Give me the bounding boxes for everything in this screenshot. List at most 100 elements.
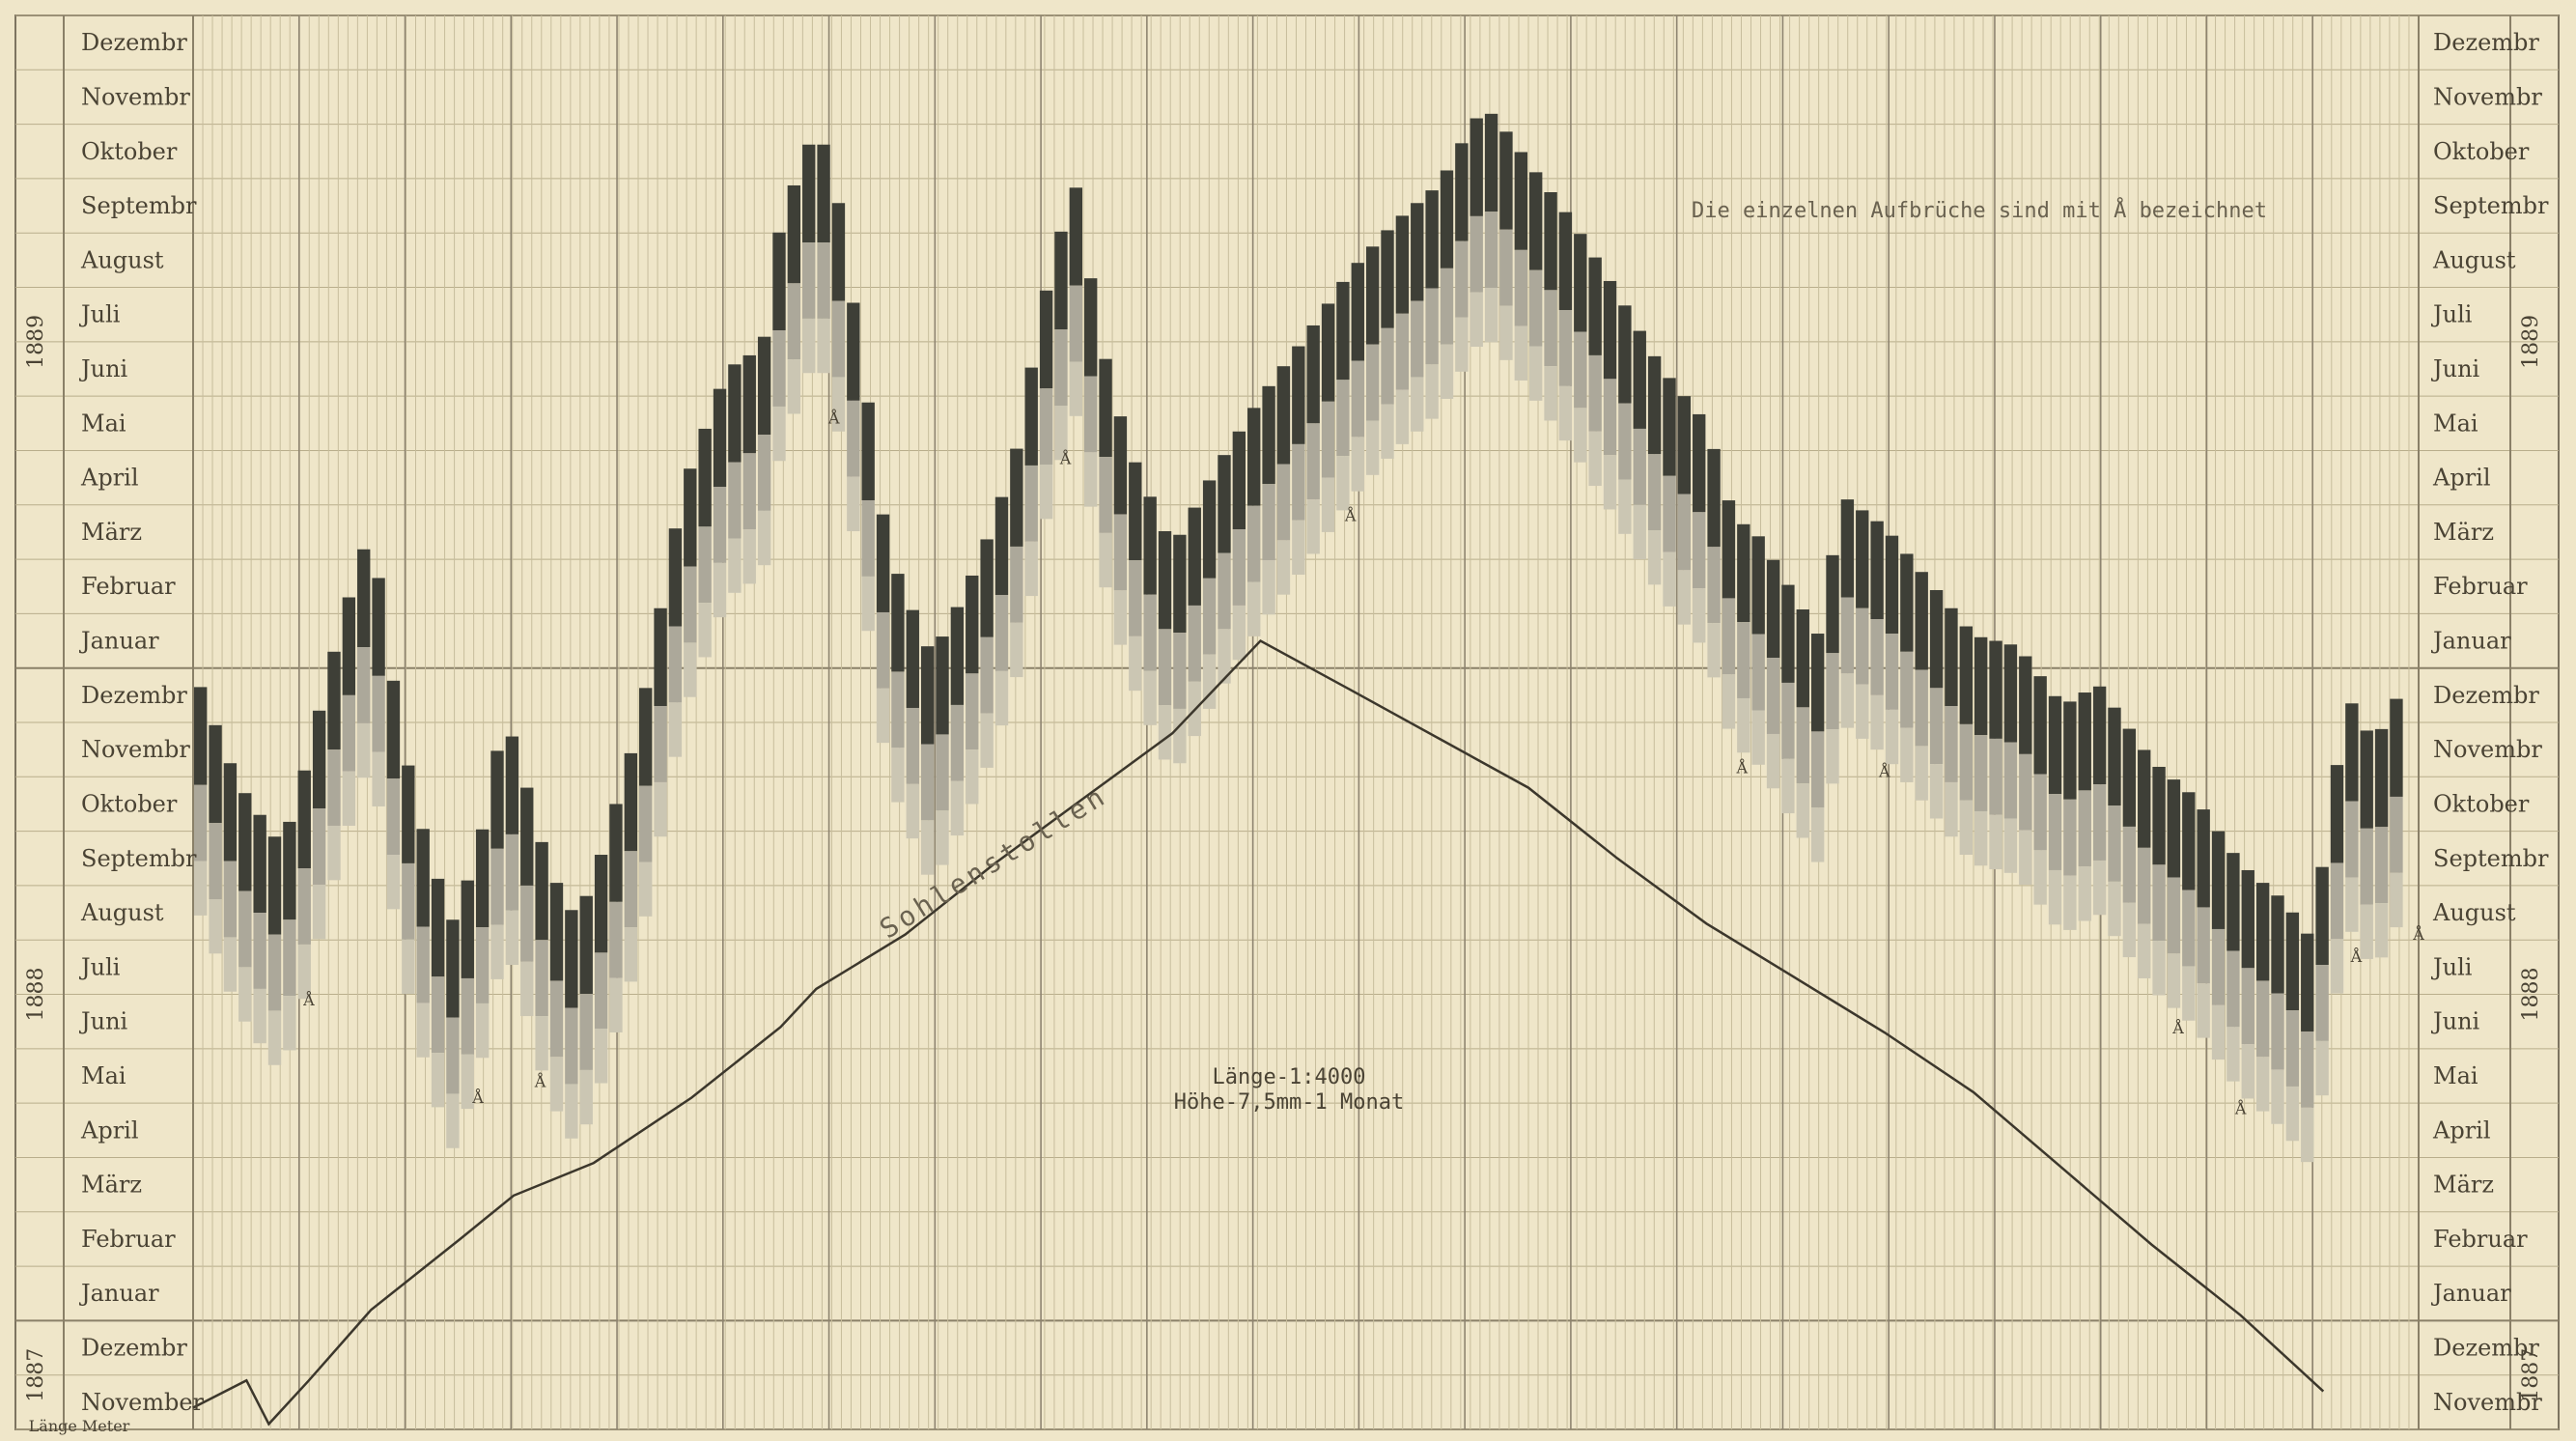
bar-dark-segment [535,841,548,941]
bar-dark-segment [2182,792,2196,890]
bar-mid-segment [1707,547,1721,624]
bar-mid-segment [1514,249,1527,326]
bar-mid-segment [698,526,712,604]
bar-dark-segment [2241,869,2254,969]
bar-light-segment [609,977,623,1032]
bar-mid-segment [2226,950,2240,1028]
bar-dark-segment [1856,510,1869,608]
bar-light-segment [757,510,771,566]
bar-light-segment [505,910,519,966]
bar-dark-segment [2122,728,2137,827]
month-label-right: Oktober [2433,138,2530,165]
bar-mid-segment [654,706,667,782]
bar-light-segment [624,927,637,982]
bar-light-segment [223,937,238,992]
bar-dark-segment [1218,455,1231,553]
bar-mid-segment [1529,269,1543,347]
bar-light-segment [1929,764,1944,819]
bar-dark-segment [1395,215,1410,314]
bar-mid-segment [2211,928,2226,1005]
month-label-left: Januar [78,1280,159,1307]
bar-mid-segment [684,566,697,643]
bar-dark-segment [1737,523,1750,623]
month-label-left: Dezembr [81,29,187,56]
year-label-left: 1889 [24,315,48,369]
aufbruch-marker: Å [2234,1098,2247,1117]
bar-light-segment [1247,581,1261,636]
bar-mid-segment [416,926,430,1003]
bar-light-segment [1365,420,1380,475]
bar-light-segment [2108,881,2121,937]
bar-light-segment [1499,305,1513,360]
bar-light-segment [2226,1027,2240,1082]
bar-dark-segment [684,468,697,567]
bar-mid-segment [1292,443,1305,521]
bar-mid-segment [1870,619,1884,695]
month-label-left: Dezembr [81,1335,187,1362]
bar-light-segment [1529,346,1543,401]
bar-light-segment [1336,456,1350,511]
bar-light-segment [1959,800,1973,856]
bar-light-segment [2301,1107,2314,1163]
bar-light-segment [1276,540,1291,595]
bar-dark-segment [1440,170,1454,268]
bar-dark-segment [194,687,208,785]
bar-light-segment [1707,623,1721,678]
bar-mid-segment [565,1007,578,1085]
bar-light-segment [2063,875,2077,930]
bar-dark-segment [1425,190,1439,289]
bar-light-segment [1262,560,1275,615]
bar-mid-segment [1276,464,1291,541]
bar-light-segment [2167,953,2181,1008]
month-label-right: Novembr [2433,736,2542,763]
bar-mid-segment [1677,494,1692,571]
bar-dark-segment [2315,866,2329,966]
bar-dark-segment [327,651,341,750]
bar-mid-segment [1796,707,1809,784]
bar-dark-segment [505,736,519,834]
bar-dark-segment [372,578,385,676]
month-label-right: Juli [2430,953,2473,980]
bar-dark-segment [1247,408,1261,506]
bar-dark-segment [2108,707,2121,806]
bar-light-segment [1796,783,1809,838]
bar-dark-segment [1810,634,1825,732]
aufbruch-marker: Å [534,1071,546,1090]
month-label-left: April [80,1116,139,1144]
bar-light-segment [1306,499,1320,554]
month-label-left: April [80,465,139,492]
bar-mid-segment [1915,669,1928,747]
month-label-left: Februar [81,1226,176,1253]
bar-mid-segment [2330,862,2344,940]
bar-dark-segment [1900,553,1914,652]
bar-mid-segment [891,671,905,749]
bar-dark-segment [2003,644,2018,743]
bar-light-segment [1900,727,1914,782]
month-label-right: Mai [2433,1062,2478,1089]
bar-mid-segment [2345,801,2359,878]
bar-mid-segment [1618,403,1632,480]
bar-mid-segment [312,808,326,885]
bar-light-segment [1484,288,1498,343]
bar-mid-segment [1306,423,1320,500]
bar-mid-segment [2019,753,2032,831]
bar-mid-segment [1959,723,1973,801]
aufbruch-marker: Å [302,990,315,1009]
bar-mid-segment [1232,529,1246,606]
month-label-right: März [2433,1172,2494,1199]
bar-mid-segment [1247,505,1261,582]
bar-mid-segment [639,785,653,862]
bar-dark-segment [861,402,875,501]
bar-mid-segment [1024,465,1038,542]
bar-dark-segment [1603,280,1617,380]
bar-dark-segment [1959,626,1973,724]
bar-light-segment [1618,479,1632,534]
bar-mid-segment [1574,331,1587,409]
bar-light-segment [1381,404,1394,459]
aufbruch-marker: Å [1059,449,1072,468]
bar-dark-segment [402,765,415,863]
bar-dark-segment [668,528,683,627]
bar-mid-segment [357,647,371,723]
bar-mid-segment [475,927,490,1003]
bar-dark-segment [2138,749,2151,848]
